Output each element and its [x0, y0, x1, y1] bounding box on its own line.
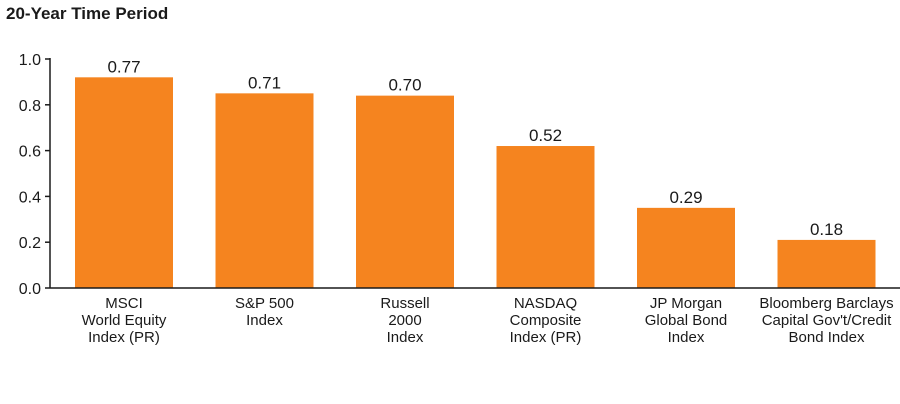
- category-label-line: NASDAQ: [514, 295, 577, 312]
- category-label-line: Index: [246, 312, 283, 329]
- category-label-line: Index: [387, 329, 424, 346]
- category-label: NASDAQ Composite Index (PR): [510, 295, 582, 346]
- category-label-line: Bond Index: [789, 329, 865, 346]
- category-label-line: S&P 500: [235, 295, 294, 312]
- category-label-line: Index: [668, 329, 705, 346]
- category-label-line: 2000: [388, 312, 421, 329]
- category-label: Russell 2000 Index: [380, 295, 429, 346]
- category-labels-group: MSCI World Equity Index (PR)S&P 500 IndexRu…: [82, 295, 894, 346]
- category-label-line: JP Morgan: [650, 295, 722, 312]
- category-label: Bloomberg Barclays Capital Gov't/Credit Bo…: [759, 295, 893, 346]
- category-label-line: Global Bond: [645, 312, 728, 329]
- data-labels-group: 0.77 0.71 0.70 0.52 0.29 0.18: [107, 57, 843, 239]
- y-tick-label: 0.6: [19, 144, 41, 161]
- category-label-line: Index (PR): [510, 329, 582, 346]
- y-tick-label: 0.0: [19, 281, 41, 298]
- y-tick-label: 0.8: [19, 98, 41, 115]
- category-label: MSCI World Equity Index (PR): [82, 295, 167, 346]
- bar: [75, 77, 173, 288]
- bar: [496, 146, 595, 288]
- data-label: 0.71: [248, 73, 281, 92]
- bar: [777, 239, 876, 288]
- data-label: 0.18: [810, 220, 843, 239]
- bar: [356, 95, 454, 288]
- y-tick-label: 1.0: [19, 52, 41, 69]
- bar: [215, 93, 314, 288]
- category-label-line: Index (PR): [88, 329, 160, 346]
- bars-group: [75, 77, 876, 288]
- category-label: S&P 500 Index: [235, 295, 294, 329]
- data-label: 0.52: [529, 126, 562, 145]
- bar: [637, 207, 735, 288]
- data-label: 0.77: [107, 57, 140, 76]
- y-tick-label: 0.2: [19, 235, 41, 252]
- category-label-line: Composite: [510, 312, 582, 329]
- category-label-line: Russell: [380, 295, 429, 312]
- category-label-line: MSCI: [105, 295, 143, 312]
- data-label: 0.29: [669, 188, 702, 207]
- category-label: JP Morgan Global Bond Index: [645, 295, 728, 346]
- y-axis: 0.0 0.2 0.4 0.6 0.8 1.0: [19, 52, 51, 298]
- y-tick-label: 0.4: [19, 189, 41, 206]
- category-label-line: Bloomberg Barclays: [759, 295, 893, 312]
- chart-title: 20-Year Time Period: [6, 4, 169, 23]
- data-label: 0.70: [388, 76, 421, 95]
- category-label-line: Capital Gov't/Credit: [762, 312, 892, 329]
- category-label-line: World Equity: [82, 312, 167, 329]
